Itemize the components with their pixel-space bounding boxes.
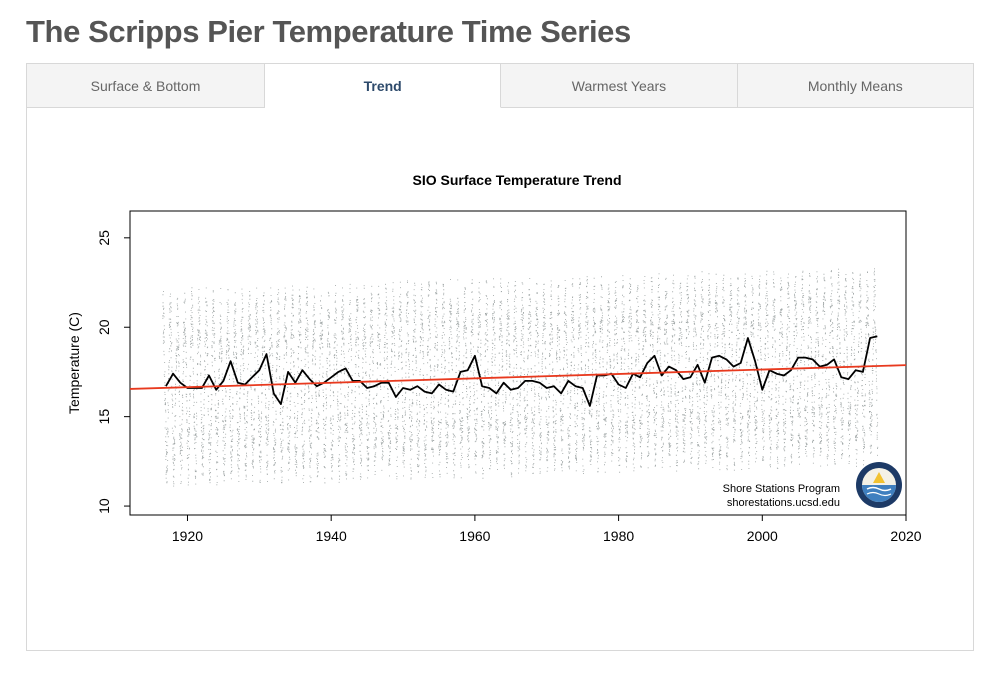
tabs-panel: Surface & Bottom Trend Warmest Years Mon… (26, 63, 974, 651)
tab-trend[interactable]: Trend (265, 64, 502, 108)
trend-chart: SIO Surface Temperature Trend 10 15 20 25 1… (66, 172, 922, 544)
annual-mean-line (165, 335, 878, 407)
tab-bar: Surface & Bottom Trend Warmest Years Mon… (27, 64, 973, 108)
credit-line-1: Shore Stations Program (723, 483, 840, 495)
chart-title: SIO Surface Temperature Trend (412, 172, 621, 188)
x-tick-label: 1940 (316, 528, 347, 544)
tab-surface-bottom[interactable]: Surface & Bottom (27, 64, 265, 108)
x-tick-label: 1960 (459, 528, 490, 544)
trend-line (129, 364, 907, 390)
y-tick-label: 20 (96, 319, 112, 335)
shore-stations-seal-icon (856, 462, 902, 508)
shore-stations-credit: Shore Stations Program shorestations.ucs… (723, 462, 902, 509)
y-tick-label: 10 (96, 498, 112, 514)
x-tick-label: 2020 (890, 528, 921, 544)
y-tick-label: 25 (96, 230, 112, 246)
x-tick-label: 2000 (747, 528, 778, 544)
tab-warmest-years[interactable]: Warmest Years (501, 64, 738, 108)
y-axis-label: Temperature (C) (66, 312, 82, 414)
x-axis: 1920 1940 1960 1980 2000 2020 (172, 515, 922, 544)
y-axis: 10 15 20 25 (96, 230, 130, 514)
x-tick-label: 1980 (603, 528, 634, 544)
credit-line-2: shorestations.ucsd.edu (727, 497, 840, 509)
plot-frame (129, 210, 907, 516)
page-title: The Scripps Pier Temperature Time Series (26, 14, 631, 49)
y-tick-label: 15 (96, 409, 112, 425)
tab-monthly-means[interactable]: Monthly Means (737, 64, 973, 108)
x-tick-label: 1920 (172, 528, 203, 544)
